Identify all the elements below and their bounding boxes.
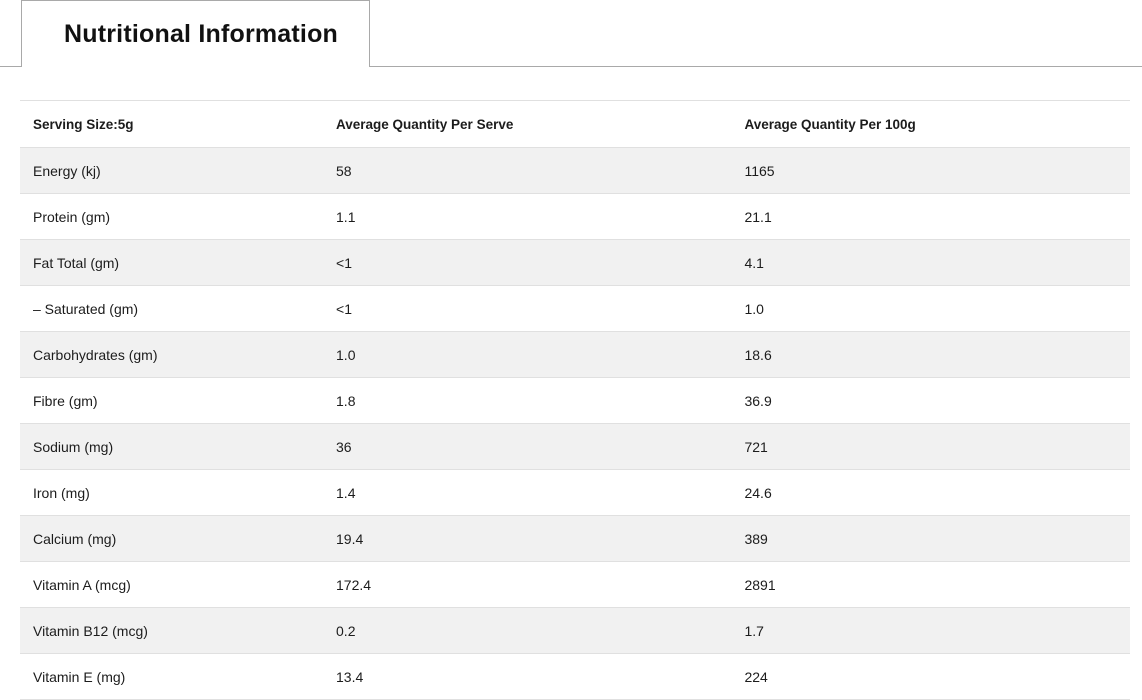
table-row: Sodium (mg) 36 721	[20, 423, 1130, 470]
per-serve-value: 0.2	[336, 622, 356, 639]
nutrient-label: Protein (gm)	[33, 208, 111, 225]
table-row: Vitamin B12 (mcg) 0.2 1.7	[20, 607, 1130, 654]
per-100g-value: 21.1	[744, 208, 772, 225]
per-100g-value: 1.0	[744, 300, 764, 317]
table-row: – Saturated (gm) <1 1.0	[20, 285, 1130, 332]
tab-bar: Nutritional Information	[0, 0, 1142, 67]
per-100g-value: 24.6	[744, 484, 772, 501]
table-row: Fat Total (gm) <1 4.1	[20, 239, 1130, 286]
nutrient-label: – Saturated (gm)	[33, 300, 139, 317]
table-row: Calcium (mg) 19.4 389	[20, 515, 1130, 562]
per-serve-value: 1.4	[336, 484, 356, 501]
per-100g-value: 389	[744, 530, 768, 547]
per-serve-value: 1.1	[336, 208, 356, 225]
table-row: Fibre (gm) 1.8 36.9	[20, 377, 1130, 424]
table-row: Vitamin A (mcg) 172.4 2891	[20, 561, 1130, 608]
nutrient-label: Iron (mg)	[33, 484, 90, 501]
nutrient-label: Carbohydrates (gm)	[33, 346, 158, 363]
per-100g-value: 4.1	[744, 254, 764, 271]
tab-label: Nutritional Information	[64, 19, 339, 48]
table-row: Protein (gm) 1.1 21.1	[20, 193, 1130, 240]
nutrition-table: Serving Size:5g Average Quantity Per Ser…	[20, 100, 1130, 700]
per-serve-value: 58	[336, 162, 352, 179]
nutrient-label: Calcium (mg)	[33, 530, 117, 547]
per-100g-value: 36.9	[744, 392, 772, 409]
nutrient-label: Sodium (mg)	[33, 438, 114, 455]
per-100g-value: 1165	[744, 162, 775, 179]
per-serve-value: 19.4	[336, 530, 364, 547]
per-serve-value: 172.4	[336, 576, 372, 593]
per-100g-value: 721	[744, 438, 768, 455]
nutrient-label: Vitamin A (mcg)	[33, 576, 131, 593]
per-100g-value: 1.7	[744, 622, 764, 639]
tab-nutritional-information[interactable]: Nutritional Information	[21, 0, 370, 67]
per-serve-value: 13.4	[336, 668, 364, 685]
per-serve-value: 36	[336, 438, 352, 455]
table-row: Vitamin E (mg) 13.4 224	[20, 653, 1130, 700]
table-row: Iron (mg) 1.4 24.6	[20, 469, 1130, 516]
nutrient-label: Fat Total (gm)	[33, 254, 120, 271]
header-per-serve: Average Quantity Per Serve	[323, 100, 732, 148]
per-100g-value: 224	[744, 668, 768, 685]
nutrient-label: Vitamin B12 (mcg)	[33, 622, 148, 639]
header-serving-size: Serving Size:5g	[20, 100, 324, 148]
table-header-row: Serving Size:5g Average Quantity Per Ser…	[20, 100, 1130, 148]
nutrient-label: Vitamin E (mg)	[33, 668, 126, 685]
per-serve-value: 1.8	[336, 392, 356, 409]
nutrition-table-container: Serving Size:5g Average Quantity Per Ser…	[20, 100, 1130, 700]
nutrient-label: Fibre (gm)	[33, 392, 98, 409]
per-100g-value: 18.6	[744, 346, 772, 363]
per-serve-value: <1	[336, 300, 352, 317]
per-100g-value: 2891	[744, 576, 776, 593]
nutrient-label: Energy (kj)	[33, 162, 101, 179]
table-body: Energy (kj) 58 1165 Protein (gm) 1.1 21.1 Fat …	[20, 147, 1130, 700]
per-serve-value: <1	[336, 254, 352, 271]
table-row: Carbohydrates (gm) 1.0 18.6	[20, 331, 1130, 378]
table-row: Energy (kj) 58 1165	[20, 147, 1130, 194]
header-per-100g: Average Quantity Per 100g	[731, 100, 1130, 148]
per-serve-value: 1.0	[336, 346, 356, 363]
